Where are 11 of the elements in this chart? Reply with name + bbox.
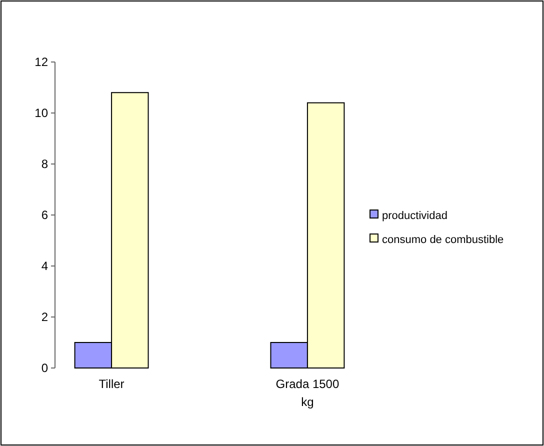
- y-tick-label: 6: [41, 208, 48, 222]
- y-tick-label: 10: [34, 106, 48, 120]
- legend-label: productividad: [382, 210, 448, 222]
- legend-label: consumo de combustible: [382, 234, 504, 246]
- y-tick-label: 12: [34, 55, 48, 70]
- x-tick-label: Tiller: [98, 377, 124, 391]
- y-tick-label: 8: [41, 157, 48, 172]
- y-tick-label: 4: [41, 259, 48, 274]
- y-tick-label: 2: [41, 310, 48, 324]
- x-tick-label: Grada 1500 kg: [276, 377, 340, 409]
- y-tick-label: 0: [41, 361, 48, 376]
